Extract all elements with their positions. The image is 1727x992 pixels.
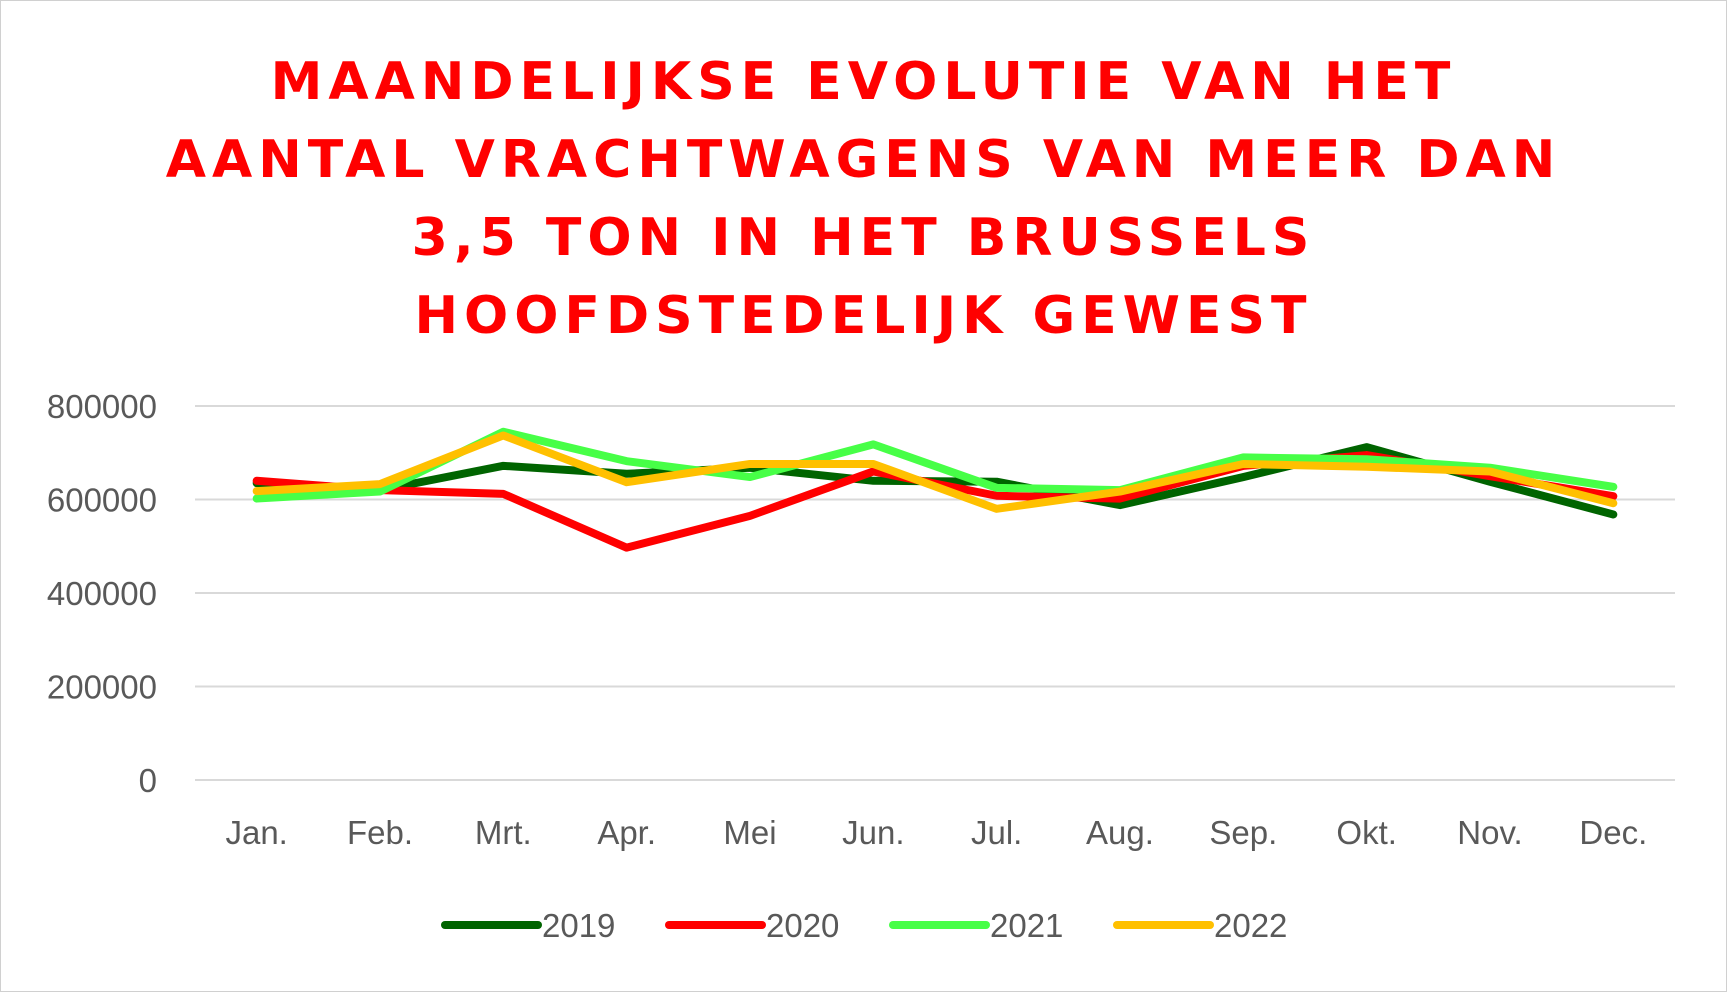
x-tick-label: Jul. xyxy=(971,814,1022,851)
x-tick-label: Feb. xyxy=(347,814,413,851)
x-tick-label: Mrt. xyxy=(475,814,532,851)
y-tick-label: 400000 xyxy=(47,575,157,612)
legend-label-2020: 2020 xyxy=(766,907,839,944)
chart-title: MAANDELIJKSE EVOLUTIE VAN HET AANTAL VRA… xyxy=(1,43,1726,355)
x-tick-label: Aug. xyxy=(1086,814,1154,851)
chart-title-line: MAANDELIJKSE EVOLUTIE VAN HET xyxy=(270,52,1457,112)
y-tick-label: 800000 xyxy=(47,388,157,425)
x-tick-label: Jan. xyxy=(225,814,287,851)
chart-title-line: HOOFDSTEDELIJK GEWEST xyxy=(414,286,1313,346)
legend-label-2021: 2021 xyxy=(990,907,1063,944)
series-line-2022 xyxy=(252,431,1618,513)
legend-label-2019: 2019 xyxy=(542,907,615,944)
y-tick-label: 200000 xyxy=(47,669,157,706)
x-tick-label: Sep. xyxy=(1209,814,1277,851)
x-tick-label: Dec. xyxy=(1579,814,1647,851)
x-tick-label: Jun. xyxy=(842,814,904,851)
y-tick-label: 0 xyxy=(139,762,157,799)
chart-title-line: 3,5 TON IN HET BRUSSELS xyxy=(411,208,1316,268)
x-tick-label: Nov. xyxy=(1457,814,1522,851)
y-tick-label: 600000 xyxy=(47,482,157,519)
x-tick-label: Apr. xyxy=(597,814,656,851)
legend-label-2022: 2022 xyxy=(1214,907,1287,944)
x-tick-label: Mei xyxy=(723,814,776,851)
x-tick-label: Okt. xyxy=(1336,814,1397,851)
chart-title-line: AANTAL VRACHTWAGENS VAN MEER DAN xyxy=(165,130,1562,190)
